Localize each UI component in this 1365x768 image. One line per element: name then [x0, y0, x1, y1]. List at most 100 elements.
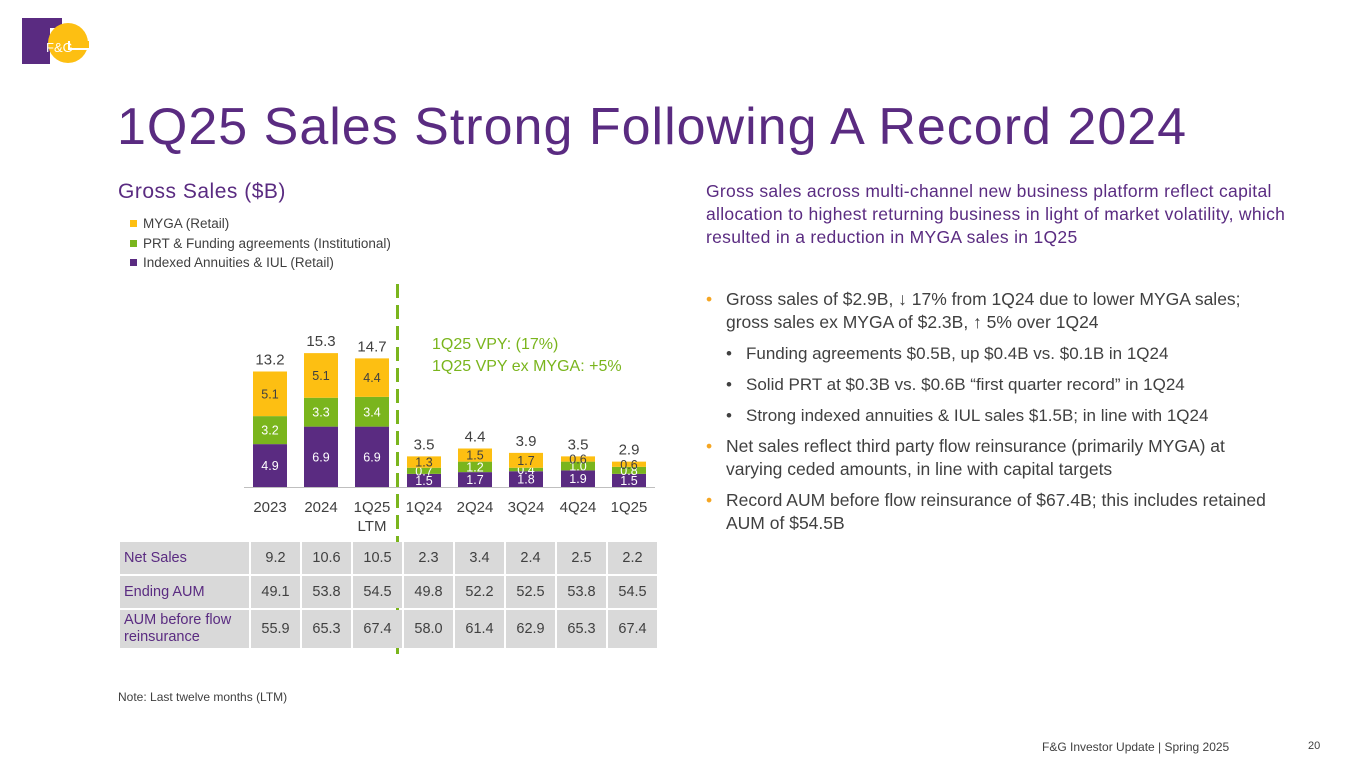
- vpy-line-2: 1Q25 VPY ex MYGA: +5%: [432, 358, 622, 375]
- x-tick-label: 1Q25: [611, 499, 648, 516]
- table-cell: 65.3: [557, 610, 606, 648]
- table-cell: 2.5: [557, 542, 606, 574]
- total-label: 15.3: [306, 333, 335, 350]
- table-cell: 3.4: [455, 542, 504, 574]
- total-label: 2.9: [619, 442, 640, 459]
- table-cell: 49.1: [251, 576, 300, 608]
- legend-label-indexed: Indexed Annuities & IUL (Retail): [143, 255, 334, 270]
- bullet-dot-icon: •: [726, 344, 732, 363]
- x-tick-label: 4Q24: [560, 499, 597, 516]
- vpy-annotation: 1Q25 VPY: (17%) 1Q25 VPY ex MYGA: +5%: [432, 334, 622, 378]
- table-cell: 49.8: [404, 576, 453, 608]
- total-label: 14.7: [357, 338, 386, 355]
- bar-segment: [304, 353, 338, 398]
- bar-segment: [304, 397, 338, 427]
- bullet-text: Gross sales of $2.9B, ↓ 17% from 1Q24 du…: [726, 289, 1241, 332]
- bar-segment: [561, 461, 595, 471]
- bar-segment: [253, 416, 287, 445]
- table-row-aum-before-reinsurance: AUM before flow reinsurance 55.9 65.3 67…: [120, 610, 657, 648]
- table-cell: 67.4: [353, 610, 402, 648]
- table-cell: 58.0: [404, 610, 453, 648]
- row-label: Ending AUM: [120, 576, 249, 608]
- x-tick-label: 2023: [253, 499, 286, 516]
- table-cell: 52.2: [455, 576, 504, 608]
- summary-heading: Gross sales across multi-channel new bus…: [706, 181, 1286, 247]
- data-label: 1.9: [569, 472, 586, 486]
- bullet-text: Record AUM before flow reinsurance of $6…: [726, 490, 1266, 533]
- data-label: 0.6: [569, 453, 586, 467]
- bullet-net-sales: • Net sales reflect third party flow rei…: [706, 435, 1281, 481]
- data-label: 1.0: [569, 460, 586, 474]
- gross-sales-chart: 4.9 3.2 5.1 13.2 2023 6.9 3.3 5.1 15.3 2024 6.9 3.4…: [244, 333, 655, 535]
- legend-swatch-myga: [130, 220, 137, 228]
- total-label: 3.5: [568, 436, 589, 453]
- table-cell: 2.4: [506, 542, 555, 574]
- data-label: 1.2: [466, 460, 483, 474]
- x-tick-label: 2024: [304, 499, 337, 516]
- bullet-record-aum: • Record AUM before flow reinsurance of …: [706, 489, 1281, 535]
- bar-segment: [509, 452, 543, 468]
- footer-text: F&G Investor Update | Spring 2025: [1042, 740, 1230, 754]
- data-label: 1.5: [466, 449, 483, 463]
- legend-label-myga: MYGA (Retail): [143, 216, 230, 231]
- bar-segment: [355, 396, 389, 427]
- bar-segment: [407, 473, 441, 487]
- bullet-dot-icon: •: [726, 375, 732, 394]
- total-label: 3.5: [414, 436, 435, 453]
- legend-item-myga: MYGA (Retail): [130, 214, 391, 234]
- table-cell: 62.9: [506, 610, 555, 648]
- chart-title: Gross Sales ($B): [118, 180, 286, 203]
- data-label: 4.9: [261, 459, 278, 473]
- table-cell: 2.3: [404, 542, 453, 574]
- bullet-text: Solid PRT at $0.3B vs. $0.6B “first quar…: [746, 375, 1185, 394]
- data-label: 3.2: [261, 424, 278, 438]
- total-label: 13.2: [255, 352, 284, 369]
- data-label: 0.8: [620, 464, 637, 478]
- bullet-dot-icon: •: [706, 490, 713, 510]
- bar-segment: [355, 358, 389, 397]
- bar-segment: [458, 472, 492, 487]
- chart-legend: MYGA (Retail) PRT & Funding agreements (…: [130, 214, 391, 273]
- vpy-line-1: 1Q25 VPY: (17%): [432, 336, 559, 353]
- data-label: 1.7: [517, 454, 534, 468]
- table-cell: 53.8: [557, 576, 606, 608]
- legend-item-prt: PRT & Funding agreements (Institutional): [130, 234, 391, 254]
- table-cell: 2.2: [608, 542, 657, 574]
- table-cell: 10.5: [353, 542, 402, 574]
- table-cell: 67.4: [608, 610, 657, 648]
- legend-swatch-indexed: [130, 259, 137, 267]
- logo-ampersand: F&G: [46, 40, 73, 55]
- data-label: 5.1: [261, 387, 278, 401]
- page-number: 20: [1308, 740, 1321, 752]
- table-cell: 53.8: [302, 576, 351, 608]
- table-cell: 54.5: [353, 576, 402, 608]
- total-label: 4.4: [465, 429, 486, 446]
- bar-segment: [253, 371, 287, 417]
- data-label: 4.4: [363, 371, 380, 385]
- bar-segment: [509, 471, 543, 487]
- sub-bullet-funding: • Funding agreements $0.5B, up $0.4B vs.…: [706, 342, 1281, 365]
- bar-segment: [458, 448, 492, 462]
- bar-segment: [304, 426, 338, 487]
- data-label: 1.5: [620, 474, 637, 488]
- bullet-dot-icon: •: [726, 406, 732, 425]
- data-label: 1.3: [415, 456, 432, 470]
- x-tick-label: LTM: [358, 518, 387, 535]
- row-label: Net Sales: [120, 542, 249, 574]
- bullet-text: Net sales reflect third party flow reins…: [726, 436, 1225, 479]
- page-title: 1Q25 Sales Strong Following A Record 202…: [117, 98, 1188, 156]
- table-row-ending-aum: Ending AUM 49.1 53.8 54.5 49.8 52.2 52.5…: [120, 576, 657, 608]
- total-label: 3.9: [516, 433, 537, 450]
- bar-segment: [612, 461, 646, 467]
- bar-segment: [253, 444, 287, 487]
- x-tick-label: 1Q25: [354, 499, 391, 516]
- data-label: 1.7: [466, 473, 483, 487]
- bullet-gross-sales: • Gross sales of $2.9B, ↓ 17% from 1Q24 …: [706, 288, 1281, 334]
- data-label: 0.6: [620, 458, 637, 472]
- bar-segment: [561, 456, 595, 462]
- bar-segment: [407, 456, 441, 468]
- data-label: 6.9: [312, 450, 329, 464]
- bar-segment: [561, 470, 595, 487]
- x-tick-label: 2Q24: [457, 499, 494, 516]
- bullet-text: Funding agreements $0.5B, up $0.4B vs. $…: [746, 344, 1169, 363]
